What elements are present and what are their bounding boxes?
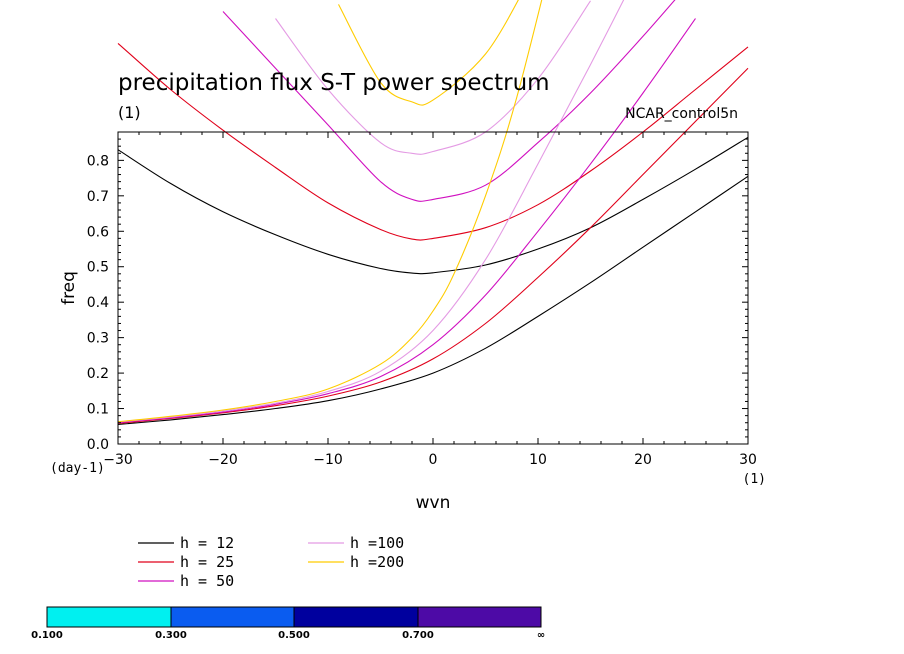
y-unit-label: (day-1) <box>50 461 105 476</box>
y-tick-label: 0.5 <box>87 260 109 276</box>
series-line-kelvin-50 <box>117 18 696 424</box>
legend-label: h =200 <box>350 553 404 571</box>
colorbar-label: 0.100 <box>31 630 63 641</box>
colorbar-label: 0.300 <box>155 630 187 641</box>
axis-ticks: −30 −20 −10 0 10 20 30 0.0 0.1 0.2 0.3 0.4 0.5 0.6 0.7… <box>87 132 757 468</box>
y-tick-label: 0.8 <box>87 153 109 169</box>
legend-label: h =100 <box>350 534 404 552</box>
y-tick-label: 0.0 <box>87 437 109 453</box>
chart-subtitle-right: NCAR_control5n <box>625 106 738 122</box>
colorbar-swatch <box>293 606 419 628</box>
x-tick-label: −30 <box>103 452 133 468</box>
y-axis-label: freq <box>59 271 79 305</box>
x-tick-label: −10 <box>313 452 343 468</box>
legend-label: h = 12 <box>180 534 234 552</box>
x-tick-label: 0 <box>429 452 438 468</box>
x-tick-label: 20 <box>634 452 652 468</box>
series-line-sym-200 <box>338 0 519 106</box>
legend-label: h = 25 <box>180 553 234 571</box>
series-line-kelvin-100 <box>117 0 625 423</box>
y-tick-label: 0.3 <box>87 331 109 347</box>
colorbar-swatch <box>170 606 295 628</box>
curves-layer <box>117 0 749 426</box>
x-unit-label: (1) <box>743 472 766 487</box>
series-line-kelvin-12 <box>117 175 749 426</box>
colorbar: 0.100 0.300 0.500 0.700 ∞ <box>31 606 545 641</box>
y-tick-label: 0.2 <box>87 366 109 382</box>
plot-frame <box>117 131 749 445</box>
x-tick-label: 30 <box>739 452 757 468</box>
colorbar-label: 0.500 <box>278 630 310 641</box>
chart-title: precipitation flux S-T power spectrum <box>118 70 550 96</box>
y-tick-label: 0.4 <box>87 295 109 311</box>
y-tick-label: 0.7 <box>87 189 109 205</box>
y-tick-label: 0.1 <box>87 402 109 418</box>
series-line-sym-50 <box>222 0 676 202</box>
series-line-kelvin-25 <box>117 67 749 424</box>
series-line-sym-100 <box>275 0 591 155</box>
y-tick-label: 0.6 <box>87 224 109 240</box>
series-line-kelvin-200 <box>117 0 543 423</box>
colorbar-label: 0.700 <box>402 630 434 641</box>
legend-label: h = 50 <box>180 572 234 590</box>
colorbar-swatch <box>417 606 542 628</box>
x-tick-label: −20 <box>208 452 238 468</box>
colorbar-label: ∞ <box>537 630 545 641</box>
x-tick-label: 10 <box>529 452 547 468</box>
chart-subtitle-left: (1) <box>118 103 141 122</box>
colorbar-swatch <box>46 606 172 628</box>
x-axis-label: wvn <box>416 493 451 513</box>
series-line-sym-12 <box>117 136 749 275</box>
